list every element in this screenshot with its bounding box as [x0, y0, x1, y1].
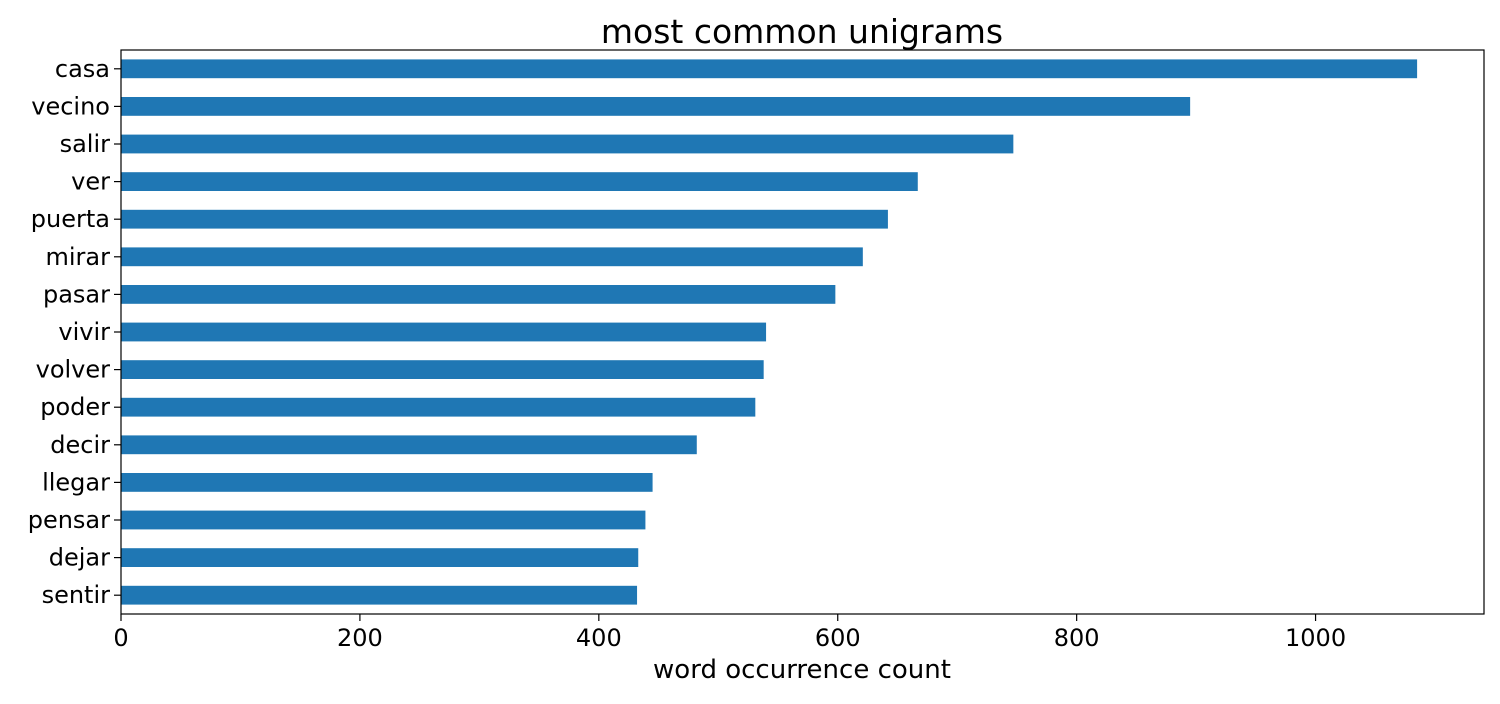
y-tick-label: llegar	[42, 468, 110, 496]
y-tick-label: vecino	[31, 92, 110, 120]
x-tick-label: 0	[113, 624, 128, 652]
y-tick-label: decir	[50, 431, 110, 459]
y-tick-label: volver	[36, 356, 111, 384]
y-tick-label: puerta	[31, 205, 110, 233]
bar-ver	[121, 172, 918, 191]
x-axis-label: word occurrence count	[653, 655, 951, 685]
bar-puerta	[121, 209, 888, 229]
y-tick-label: dejar	[49, 544, 110, 572]
bar-salir	[121, 134, 1014, 154]
y-tick-label: pasar	[43, 280, 110, 308]
x-tick-label: 800	[1054, 624, 1100, 652]
y-tick-label: ver	[71, 168, 110, 196]
bar-vivir	[121, 322, 767, 342]
bar-vecino	[121, 97, 1191, 116]
x-tick-label: 400	[576, 624, 622, 652]
y-tick-label: poder	[40, 393, 110, 421]
chart-title: most common unigrams	[601, 12, 1003, 51]
y-tick-label: vivir	[58, 318, 110, 346]
y-tick-label: casa	[55, 55, 110, 83]
y-tick-label: pensar	[28, 506, 110, 534]
bar-dejar	[121, 548, 639, 567]
bar-volver	[121, 360, 764, 379]
y-tick-label: sentir	[42, 581, 111, 609]
x-tick-label: 1000	[1285, 624, 1346, 652]
plot-frame	[120, 49, 1485, 615]
bar-sentir	[121, 585, 638, 605]
x-tick-label: 600	[815, 624, 861, 652]
bar-casa	[121, 59, 1418, 79]
x-tick-label: 200	[337, 624, 383, 652]
bar-pasar	[121, 285, 836, 304]
y-axis-ticks: casa vecino salir ver puerta mirar pasar vivir v…	[28, 55, 121, 609]
bar-poder	[121, 397, 756, 417]
bars-layer	[121, 59, 1418, 605]
bar-decir	[121, 435, 697, 455]
y-tick-label: mirar	[46, 243, 111, 271]
bar-pensar	[121, 510, 646, 530]
x-axis-ticks: 0 200 400 600 800 1000	[113, 614, 1346, 652]
bar-mirar	[121, 247, 863, 267]
bar-llegar	[121, 473, 653, 492]
y-tick-label: salir	[60, 130, 111, 158]
